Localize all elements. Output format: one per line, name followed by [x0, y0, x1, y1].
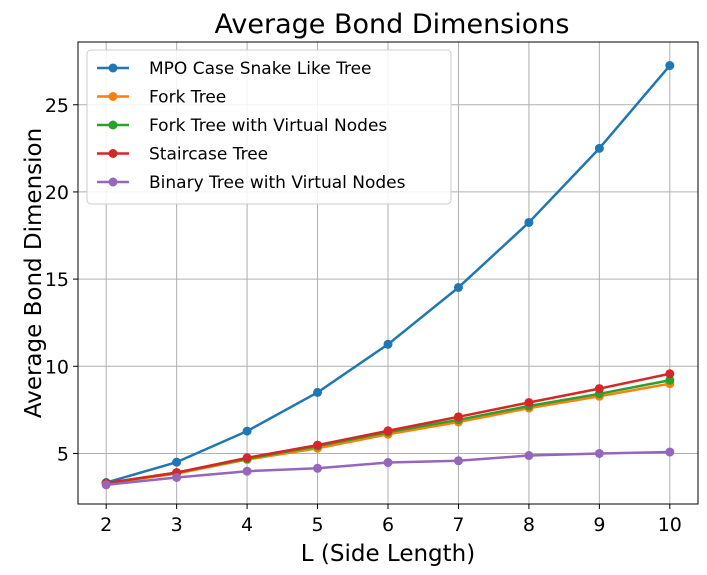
data-point	[453, 282, 463, 292]
data-point	[242, 453, 252, 463]
data-point	[242, 466, 252, 476]
data-point	[383, 426, 393, 436]
legend-box	[86, 49, 452, 205]
legend-label: Fork Tree with Virtual Nodes	[149, 116, 387, 136]
legend-label: MPO Case Snake Like Tree	[149, 59, 372, 79]
x-tick-label: 6	[382, 514, 394, 536]
legend-marker	[108, 63, 118, 73]
legend-marker	[108, 92, 118, 101]
y-tick-label: 5	[57, 443, 69, 465]
data-point	[453, 412, 463, 422]
x-tick-label: 4	[241, 514, 253, 536]
data-point	[594, 143, 604, 153]
data-point	[665, 447, 675, 457]
data-point	[453, 456, 463, 466]
data-point	[101, 480, 111, 490]
data-point	[594, 448, 604, 458]
data-point	[665, 375, 675, 385]
x-tick-label: 9	[593, 514, 605, 536]
x-tick-label: 5	[311, 514, 323, 536]
series-4	[101, 447, 675, 490]
data-point	[172, 457, 182, 467]
chart-title: Average Bond Dimensions	[215, 9, 570, 40]
data-point	[383, 458, 393, 468]
y-tick-label: 15	[45, 269, 69, 291]
legend-marker	[108, 177, 118, 187]
x-tick-label: 8	[523, 514, 535, 536]
legend-marker	[108, 120, 118, 130]
x-tick-label: 3	[171, 514, 183, 536]
x-tick-label: 2	[100, 514, 112, 536]
legend-item: Staircase Tree	[97, 145, 268, 165]
legend-item: Fork Tree	[97, 88, 226, 108]
y-tick-label: 20	[45, 182, 69, 204]
legend-label: Staircase Tree	[149, 145, 268, 165]
axis-ticks: 2 3 4 5 6 7 8 9 10 5 10 15 20 25	[45, 95, 682, 536]
data-point	[313, 387, 323, 397]
data-point	[313, 440, 323, 450]
legend-label: Fork Tree	[149, 88, 226, 108]
data-point	[383, 339, 393, 349]
data-point	[665, 61, 675, 71]
legend: MPO Case Snake Like Tree Fork Tree Fork Tr…	[86, 49, 452, 205]
data-point	[313, 463, 323, 473]
series-0	[101, 61, 675, 488]
data-point	[594, 384, 604, 394]
y-axis-label: Average Bond Dimension	[21, 128, 47, 418]
legend-marker	[108, 149, 118, 158]
legend-item: Binary Tree with Virtual Nodes	[97, 173, 406, 193]
y-tick-label: 25	[45, 95, 69, 117]
x-tick-label: 10	[658, 514, 682, 536]
legend-label: Binary Tree with Virtual Nodes	[149, 173, 406, 193]
data-point	[524, 217, 534, 227]
y-tick-label: 10	[45, 356, 69, 378]
x-axis-label: L (Side Length)	[301, 541, 475, 567]
data-point	[524, 451, 534, 461]
data-point	[172, 473, 182, 483]
data-point	[242, 426, 252, 436]
data-point	[524, 398, 534, 408]
legend-item: Fork Tree with Virtual Nodes	[97, 116, 387, 136]
legend-item: MPO Case Snake Like Tree	[97, 59, 372, 79]
data-point	[665, 369, 675, 379]
series-layer	[101, 61, 675, 490]
x-tick-label: 7	[452, 514, 464, 536]
